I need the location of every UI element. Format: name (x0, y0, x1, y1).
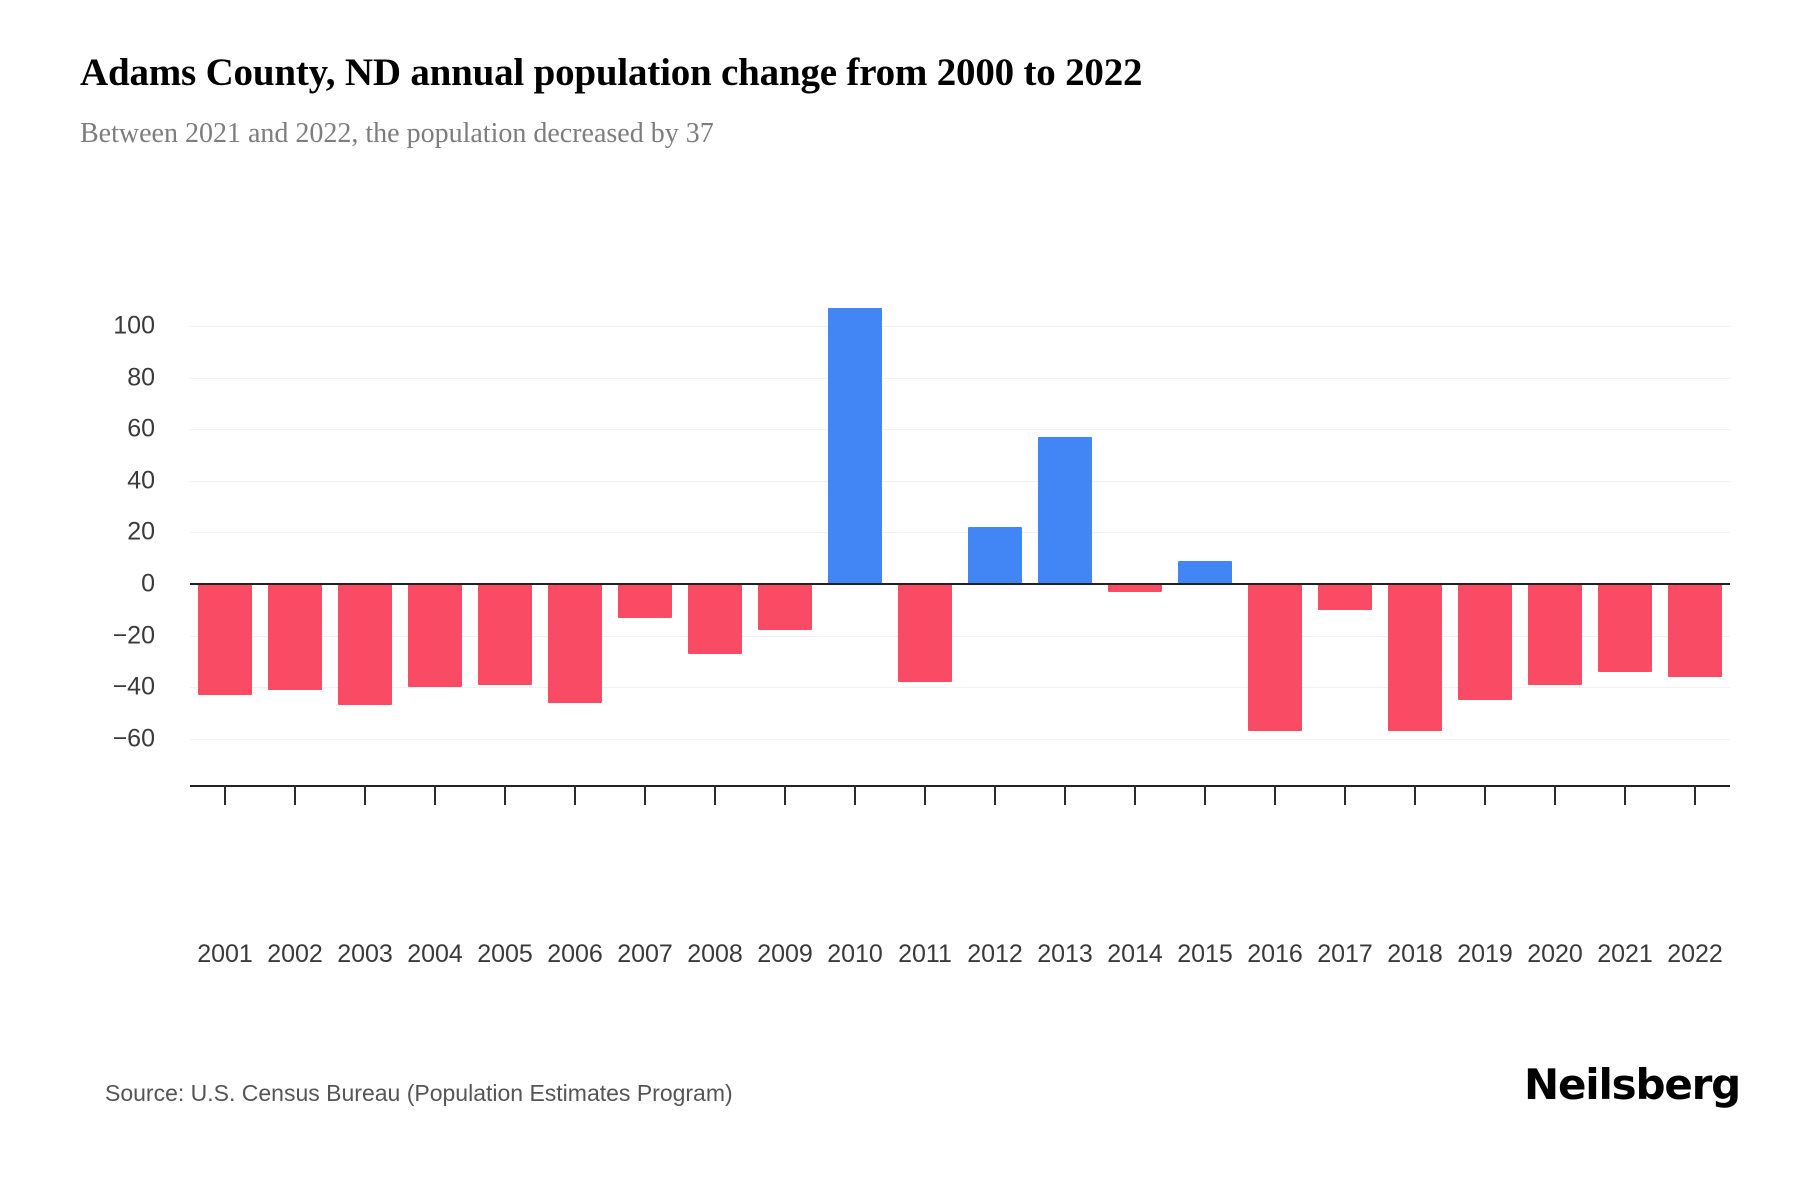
x-axis-tick-label: 2022 (1667, 940, 1723, 968)
gridline (190, 480, 1730, 482)
gridline (190, 635, 1730, 637)
zero-baseline (190, 583, 1730, 585)
x-axis-tick (1554, 785, 1556, 805)
gridline (190, 326, 1730, 327)
x-axis-tick-label: 2005 (477, 940, 533, 968)
x-axis-tick-label: 2017 (1317, 940, 1373, 968)
gridline (190, 738, 1730, 740)
x-axis-tick (1484, 785, 1486, 805)
y-axis-tick-label: −20 (112, 621, 155, 650)
gridline (190, 429, 1730, 431)
x-axis-tick-label: 2015 (1177, 940, 1233, 968)
x-axis-tick (294, 785, 296, 805)
x-axis-tick-label: 2010 (827, 940, 883, 968)
y-axis-tick-label: 20 (127, 517, 155, 546)
x-axis-tick-label: 2020 (1527, 940, 1583, 968)
x-axis-tick-label: 2019 (1457, 940, 1513, 968)
x-axis-tick (854, 785, 856, 805)
bar-2001[interactable] (197, 584, 253, 695)
x-axis-tick-label: 2009 (757, 940, 813, 968)
x-axis-tick (1274, 785, 1276, 805)
y-axis-tick-label: 40 (127, 466, 155, 495)
x-axis-tick (644, 785, 646, 805)
bar-2018[interactable] (1387, 584, 1443, 732)
x-axis-tick-label: 2002 (267, 940, 323, 968)
bar-2022[interactable] (1667, 584, 1723, 677)
x-axis-tick-label: 2016 (1247, 940, 1303, 968)
x-axis-tick-label: 2014 (1107, 940, 1163, 968)
y-axis-tick-label: 100 (113, 311, 155, 340)
x-axis-tick (784, 785, 786, 805)
gridline (190, 377, 1730, 379)
x-axis-tick-label: 2008 (687, 940, 743, 968)
x-axis-tick-label: 2021 (1597, 940, 1653, 968)
source-caption: Source: U.S. Census Bureau (Population E… (105, 1080, 733, 1106)
x-axis-tick (224, 785, 226, 805)
bar-2006[interactable] (547, 584, 603, 703)
x-axis-tick-label: 2007 (617, 940, 673, 968)
x-axis-tick (364, 785, 366, 805)
x-axis-tick-label: 2018 (1387, 940, 1443, 968)
x-axis-tick-label: 2012 (967, 940, 1023, 968)
bar-2009[interactable] (757, 584, 813, 631)
x-axis-tick-label: 2011 (898, 940, 952, 968)
y-axis-tick-label: 0 (141, 569, 155, 598)
chart-header: Adams County, ND annual population chang… (80, 50, 1720, 150)
gridline (190, 687, 1730, 689)
y-axis-tick-label: 80 (127, 363, 155, 392)
x-axis-tick-label: 2004 (407, 940, 463, 968)
bar-2008[interactable] (687, 584, 743, 654)
x-axis-tick-label: 2003 (337, 940, 393, 968)
x-axis-tick-label: 2013 (1037, 940, 1093, 968)
x-axis-tick-label: 2001 (197, 940, 253, 968)
bar-2012[interactable] (967, 527, 1023, 584)
x-axis-tick-label: 2006 (547, 940, 603, 968)
page-title: Adams County, ND annual population chang… (80, 51, 1143, 94)
bar-2003[interactable] (337, 584, 393, 706)
x-axis-tick (1694, 785, 1696, 805)
bar-2013[interactable] (1037, 436, 1093, 584)
x-axis-tick (1624, 785, 1626, 805)
x-axis-tick (504, 785, 506, 805)
x-axis-tick (1134, 785, 1136, 805)
x-axis-tick (994, 785, 996, 805)
x-axis-line (190, 785, 1730, 787)
bar-2004[interactable] (407, 584, 463, 688)
chart-subtitle: Between 2021 and 2022, the population de… (80, 117, 714, 149)
y-axis-tick-label: −40 (112, 672, 155, 701)
bar-2005[interactable] (477, 584, 533, 685)
x-axis-tick (1064, 785, 1066, 805)
brand-logo: Neilsberg (1524, 1060, 1741, 1109)
bar-2010[interactable] (827, 307, 883, 584)
x-axis-tick (1414, 785, 1416, 805)
bar-2020[interactable] (1527, 584, 1583, 685)
y-axis-tick-label: 60 (127, 414, 155, 443)
bar-2019[interactable] (1457, 584, 1513, 701)
x-axis-tick (574, 785, 576, 805)
bar-2017[interactable] (1317, 584, 1373, 610)
y-axis-tick-label: −60 (112, 724, 155, 753)
bar-2016[interactable] (1247, 584, 1303, 732)
gridline (190, 532, 1730, 534)
bar-2007[interactable] (617, 584, 673, 618)
bar-2011[interactable] (897, 584, 953, 683)
bar-2002[interactable] (267, 584, 323, 690)
bar-2015[interactable] (1177, 560, 1233, 584)
bar-2021[interactable] (1597, 584, 1653, 672)
x-axis-tick (714, 785, 716, 805)
x-axis-tick (924, 785, 926, 805)
x-axis-tick (1204, 785, 1206, 805)
bar-2014[interactable] (1107, 584, 1163, 592)
x-axis-tick (434, 785, 436, 805)
x-axis-tick (1344, 785, 1346, 805)
